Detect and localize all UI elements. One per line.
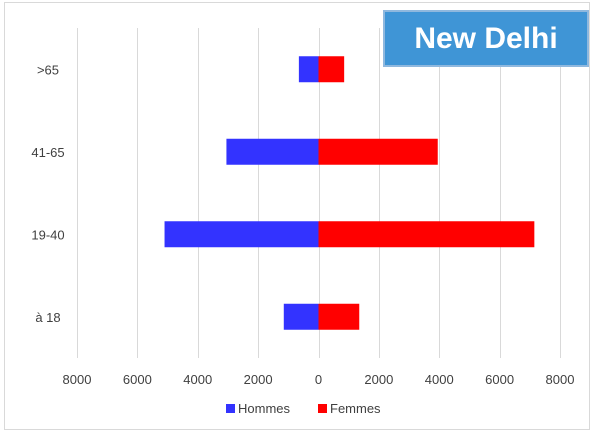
legend-swatch-hommes [226,404,235,413]
legend: Hommes Femmes [226,401,381,416]
legend-label-hommes: Hommes [238,401,291,416]
legend-label-femmes: Femmes [330,401,381,416]
category-label: à 18 [35,310,60,325]
category-labels: à 18 19-40 41-65 >65 [31,62,64,325]
bar-hommes-2 [226,138,319,165]
x-tick-label: 6000 [123,372,152,387]
x-tick-label: 8000 [546,372,575,387]
x-tick-label: 6000 [485,372,514,387]
x-tick-label: 0 [315,372,322,387]
x-tick-label: 4000 [425,372,454,387]
category-label: 41-65 [31,145,64,160]
x-tick-label: 8000 [63,372,92,387]
x-tick-label: 4000 [183,372,212,387]
chart-area [4,2,590,430]
bar-hommes-3 [298,56,319,83]
bar-femmes-0 [318,303,360,330]
x-tick-label: 2000 [244,372,273,387]
bar-femmes-2 [318,138,438,165]
category-label: >65 [37,62,59,77]
x-tick-labels: 8000 6000 4000 2000 0 2000 4000 6000 8000 [63,372,575,387]
legend-swatch-femmes [318,404,327,413]
chart-title: New Delhi [414,21,558,55]
category-label: 19-40 [31,227,64,242]
x-tick-label: 2000 [364,372,393,387]
chart-title-box: New Delhi [383,10,589,67]
bar-femmes-3 [318,56,345,83]
bars [164,56,535,330]
bar-femmes-1 [318,221,535,248]
bar-hommes-1 [164,221,319,248]
gridlines [77,28,561,358]
bar-hommes-0 [283,303,319,330]
